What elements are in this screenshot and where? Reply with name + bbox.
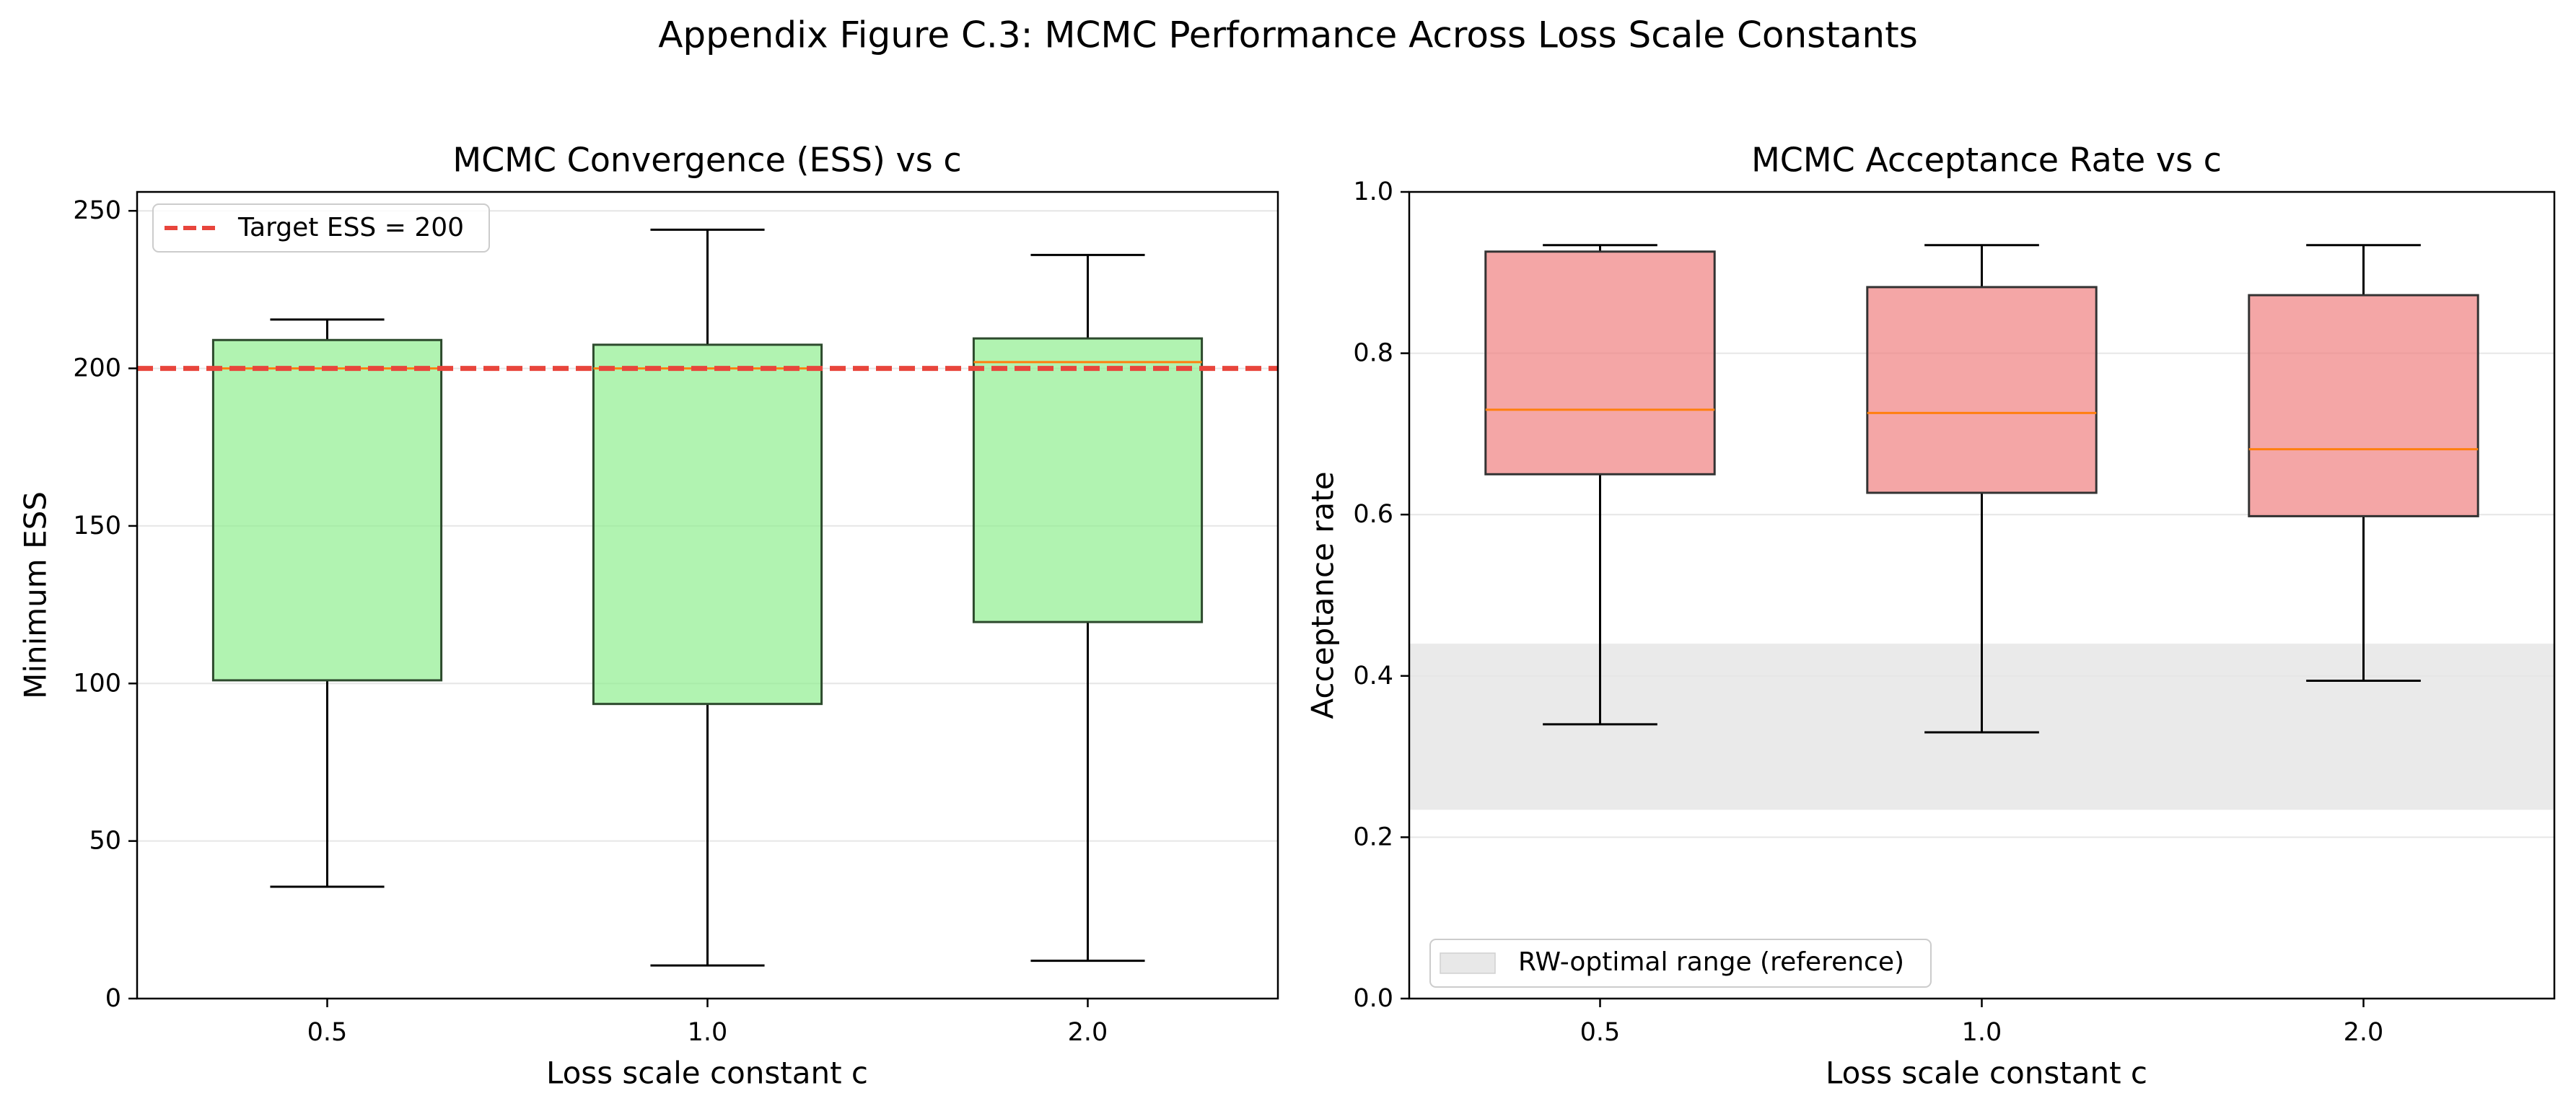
ess-y-tick-label: 250 xyxy=(73,196,121,225)
acceptance-y-ticks: 0.0 0.2 0.4 0.6 0.8 1.0 xyxy=(1353,177,1409,1013)
ess-boxplots xyxy=(211,228,1204,967)
ess-x-ticks: 0.5 1.0 2.0 xyxy=(307,999,1108,1047)
box-iqr xyxy=(972,337,1204,623)
ess-x-tick-label: 1.0 xyxy=(688,1018,728,1047)
acceptance-x-axis-label: Loss scale constant c xyxy=(1826,1056,2147,1091)
acceptance-box-1.0 xyxy=(1866,244,2098,734)
acceptance-y-axis-label: Acceptance rate xyxy=(1305,471,1341,719)
box-iqr xyxy=(592,343,823,706)
box-iqr xyxy=(2248,294,2479,517)
acceptance-panel: 0.0 0.2 0.4 0.6 0.8 1.0 0.5 1.0 2.0 MCMC Accept… xyxy=(1305,141,2556,1091)
ess-y-tick-label: 50 xyxy=(89,827,121,856)
acceptance-x-tick-label: 2.0 xyxy=(2344,1018,2384,1047)
ess-box-0.5 xyxy=(211,318,443,888)
ess-chart-title: MCMC Convergence (ESS) vs c xyxy=(452,141,961,180)
figure-title: Appendix Figure C.3: MCMC Performance Ac… xyxy=(658,14,1918,56)
acceptance-x-tick-label: 0.5 xyxy=(1580,1018,1621,1047)
acceptance-y-tick-label: 0.0 xyxy=(1353,984,1393,1013)
acceptance-legend-band-swatch xyxy=(1440,952,1496,974)
acceptance-y-tick-label: 0.2 xyxy=(1353,823,1393,851)
ess-y-tick-label: 200 xyxy=(73,354,121,383)
acceptance-boxplots xyxy=(1484,244,2479,734)
acceptance-y-tick-label: 0.8 xyxy=(1353,339,1393,368)
ess-legend-frame xyxy=(152,203,490,253)
ess-y-ticks: 0 50 100 150 200 250 xyxy=(73,196,137,1013)
ess-y-tick-label: 100 xyxy=(73,669,121,698)
acceptance-y-tick-label: 1.0 xyxy=(1353,177,1393,206)
ess-y-axis-label: Minimum ESS xyxy=(18,491,53,699)
box-iqr xyxy=(1484,250,1716,475)
ess-x-axis-label: Loss scale constant c xyxy=(546,1056,868,1091)
acceptance-legend: RW-optimal range (reference) xyxy=(1429,939,1932,988)
acceptance-y-tick-label: 0.4 xyxy=(1353,662,1393,690)
acceptance-chart-title: MCMC Acceptance Rate vs c xyxy=(1751,141,2222,180)
acceptance-legend-frame xyxy=(1429,939,1932,988)
ess-box-2.0 xyxy=(972,253,1204,962)
ess-y-tick-label: 150 xyxy=(73,512,121,540)
box-iqr xyxy=(1866,286,2098,494)
acceptance-y-tick-label: 0.6 xyxy=(1353,500,1393,529)
acceptance-x-ticks: 0.5 1.0 2.0 xyxy=(1580,999,2384,1047)
acceptance-box-0.5 xyxy=(1484,244,1716,726)
ess-x-tick-label: 2.0 xyxy=(1068,1018,1108,1047)
acceptance-legend-label: RW-optimal range (reference) xyxy=(1518,947,1904,977)
ess-y-tick-label: 0 xyxy=(105,984,121,1013)
ess-legend-label: Target ESS = 200 xyxy=(237,213,464,242)
ess-x-tick-label: 0.5 xyxy=(307,1018,348,1047)
acceptance-x-tick-label: 1.0 xyxy=(1962,1018,2002,1047)
ess-panel: 0 50 100 150 200 250 0.5 1.0 2.0 MCMC Convergen… xyxy=(18,141,1279,1091)
ess-legend: Target ESS = 200 xyxy=(152,203,490,253)
acceptance-box-2.0 xyxy=(2248,244,2479,683)
box-iqr xyxy=(211,338,443,682)
ess-box-1.0 xyxy=(592,228,823,967)
